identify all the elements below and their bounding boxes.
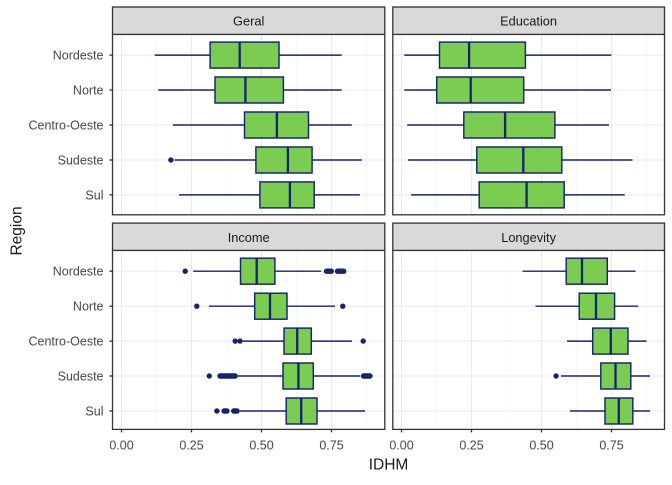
svg-text:Income: Income — [228, 230, 270, 245]
svg-text:Sul: Sul — [85, 188, 103, 202]
svg-text:Longevity: Longevity — [501, 230, 556, 245]
svg-text:Education: Education — [500, 14, 557, 29]
svg-text:0.50: 0.50 — [249, 439, 273, 453]
svg-text:0.75: 0.75 — [599, 439, 623, 453]
svg-text:0.75: 0.75 — [319, 439, 343, 453]
svg-text:Centro-Oeste: Centro-Oeste — [28, 335, 103, 349]
svg-text:IDHM: IDHM — [369, 456, 409, 473]
svg-text:0.00: 0.00 — [109, 439, 133, 453]
svg-text:Sul: Sul — [85, 404, 103, 418]
svg-text:Region: Region — [8, 206, 25, 255]
svg-text:0.50: 0.50 — [529, 439, 553, 453]
svg-text:Norte: Norte — [73, 83, 104, 97]
svg-text:Nordeste: Nordeste — [53, 49, 104, 63]
svg-text:Sudeste: Sudeste — [58, 369, 104, 383]
svg-text:Nordeste: Nordeste — [53, 265, 104, 279]
svg-text:0.25: 0.25 — [459, 439, 483, 453]
svg-text:Centro-Oeste: Centro-Oeste — [28, 118, 103, 132]
svg-text:Sudeste: Sudeste — [58, 153, 104, 167]
svg-text:Norte: Norte — [73, 300, 104, 314]
svg-text:0.00: 0.00 — [389, 439, 413, 453]
svg-text:0.25: 0.25 — [179, 439, 203, 453]
svg-text:Geral: Geral — [233, 14, 264, 29]
